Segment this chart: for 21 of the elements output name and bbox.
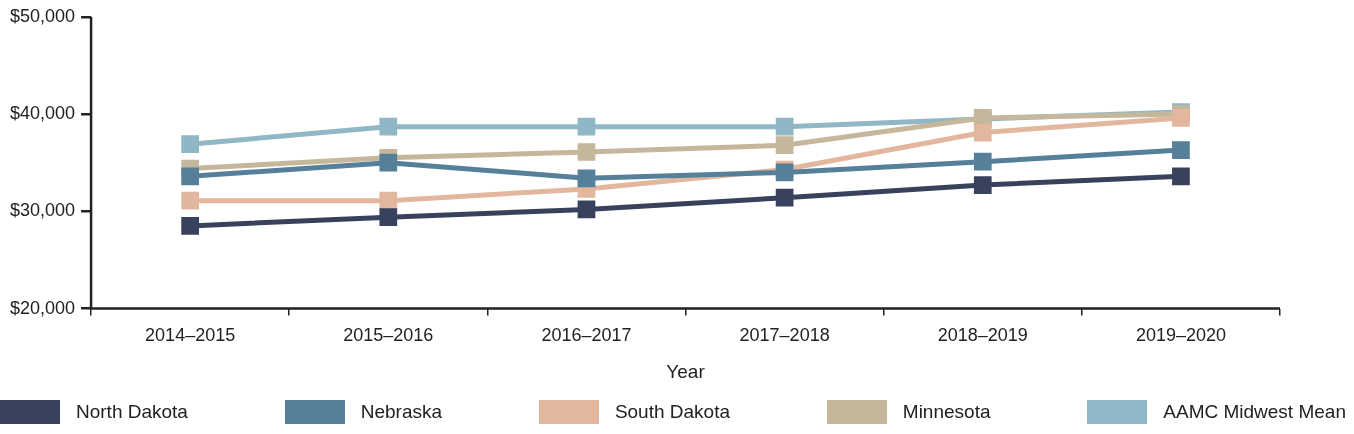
y-tick-label: $20,000 [9,297,76,318]
legend-item: AAMC Midwest Mean [1087,400,1346,424]
y-tick-label: $50,000 [9,5,76,26]
legend-label: North Dakota [76,401,188,423]
legend-label: Nebraska [360,401,443,423]
x-tick-label: 2016–2017 [541,325,632,346]
legend-label: Minnesota [902,401,991,423]
x-tick-label: 2015–2016 [343,325,434,346]
x-axis-title: Year [666,360,706,382]
legend-item: South Dakota [538,400,730,424]
x-tick-label: 2017–2018 [739,325,830,346]
legend-item: Minnesota [826,400,991,424]
legend-label: South Dakota [614,401,731,423]
x-tick-label: 2018–2019 [937,325,1028,346]
legend-item: Nebraska [284,400,443,424]
y-tick-label: $30,000 [9,200,76,221]
y-tick-label: $40,000 [9,103,76,124]
legend-label: AAMC Midwest Mean [1163,401,1346,423]
x-tick-label: 2014–2015 [145,325,236,346]
legend-item: North Dakota [0,400,188,424]
x-tick-label: 2019–2020 [1135,325,1226,346]
